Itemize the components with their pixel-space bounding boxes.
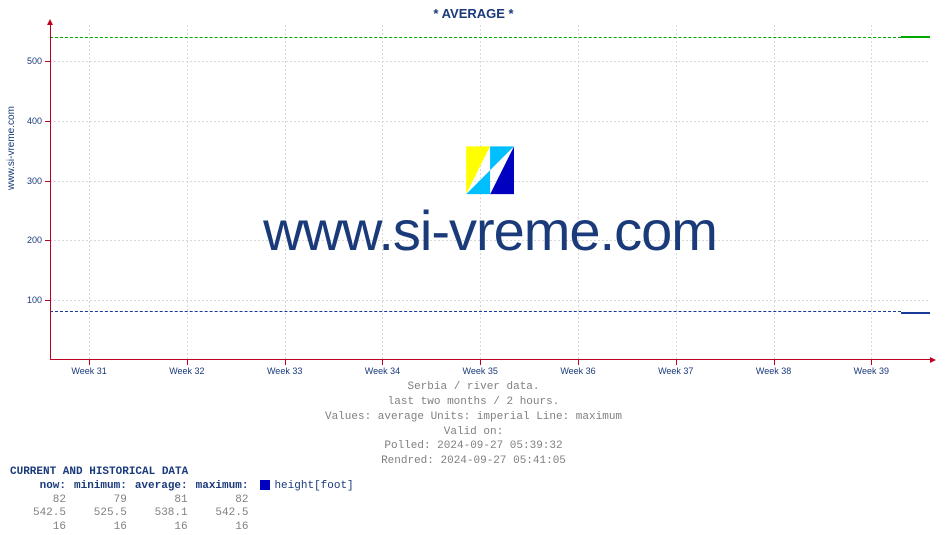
gridline-v (480, 25, 481, 360)
gridline-h (50, 240, 930, 241)
table-cell: 538.1 (131, 507, 192, 521)
x-tick (871, 360, 872, 365)
y-axis-arrow-icon (47, 19, 53, 25)
table-header-row: now: minimum: average: maximum: height[f… (10, 480, 358, 494)
gridline-v (382, 25, 383, 360)
x-tick-label: Week 37 (658, 366, 693, 376)
table-cell: 82 (10, 494, 70, 508)
x-tick-label: Week 33 (267, 366, 302, 376)
series-green-solid-solid (901, 36, 930, 38)
series-unit: height[foot] (274, 480, 353, 492)
table-cell: 542.5 (192, 507, 253, 521)
x-tick (382, 360, 383, 365)
x-tick (89, 360, 90, 365)
col-head-avg: average: (131, 480, 192, 494)
gridline-h (50, 121, 930, 122)
x-tick (676, 360, 677, 365)
plot-area: 100200300400500Week 31Week 32Week 33Week… (50, 25, 930, 360)
gridline-h (50, 181, 930, 182)
y-tick-label: 100 (27, 295, 42, 305)
x-tick-label: Week 35 (463, 366, 498, 376)
gridline-v (871, 25, 872, 360)
y-axis-side-label: www.si-vreme.com (6, 106, 17, 190)
table-cell: 525.5 (70, 507, 131, 521)
series-blue-solid-solid (901, 312, 930, 314)
x-tick-label: Week 39 (854, 366, 889, 376)
y-tick-label: 400 (27, 116, 42, 126)
x-tick (480, 360, 481, 365)
table-cell: 16 (70, 521, 131, 535)
table-cell: 79 (70, 494, 131, 508)
series-green-dashed (50, 37, 901, 38)
gridline-v (774, 25, 775, 360)
table-cell: 16 (192, 521, 253, 535)
table-cell: 542.5 (10, 507, 70, 521)
data-table: now: minimum: average: maximum: height[f… (10, 480, 358, 535)
x-axis-arrow-icon (930, 357, 936, 363)
gridline-h (50, 300, 930, 301)
x-tick-label: Week 31 (71, 366, 106, 376)
caption-line: Values: average Units: imperial Line: ma… (0, 410, 947, 425)
gridline-h (50, 61, 930, 62)
x-tick-label: Week 38 (756, 366, 791, 376)
caption-line: Valid on: (0, 425, 947, 440)
x-axis-line (50, 359, 930, 360)
x-tick-label: Week 32 (169, 366, 204, 376)
caption-line: Polled: 2024-09-27 05:39:32 (0, 439, 947, 454)
plot-background (50, 25, 930, 360)
x-tick (774, 360, 775, 365)
gridline-v (187, 25, 188, 360)
series-label-cell: height[foot] (252, 480, 357, 494)
y-tick-label: 200 (27, 235, 42, 245)
col-head-now: now: (10, 480, 70, 494)
table-row: 82798182 (10, 494, 358, 508)
caption-line: Serbia / river data. (0, 380, 947, 395)
table-row: 16161616 (10, 521, 358, 535)
y-tick-label: 300 (27, 176, 42, 186)
gridline-v (285, 25, 286, 360)
legend-swatch-icon (260, 480, 270, 490)
series-name-cell (252, 494, 357, 508)
x-tick-label: Week 36 (560, 366, 595, 376)
table-cell: 82 (192, 494, 253, 508)
gridline-v (89, 25, 90, 360)
data-section: CURRENT AND HISTORICAL DATA now: minimum… (10, 466, 358, 535)
table-cell: 16 (10, 521, 70, 535)
x-tick (187, 360, 188, 365)
x-tick-label: Week 34 (365, 366, 400, 376)
chart-title: * AVERAGE * (0, 6, 947, 21)
table-cell: 16 (131, 521, 192, 535)
col-head-min: minimum: (70, 480, 131, 494)
table-cell: 81 (131, 494, 192, 508)
x-tick (578, 360, 579, 365)
gridline-v (578, 25, 579, 360)
caption-line: last two months / 2 hours. (0, 395, 947, 410)
series-blue-dashed (50, 311, 901, 312)
y-axis-line (50, 25, 51, 360)
gridline-v (676, 25, 677, 360)
table-row: 542.5525.5538.1542.5 (10, 507, 358, 521)
data-heading: CURRENT AND HISTORICAL DATA (10, 466, 358, 480)
y-tick-label: 500 (27, 56, 42, 66)
x-tick (285, 360, 286, 365)
col-head-max: maximum: (192, 480, 253, 494)
caption-block: Serbia / river data. last two months / 2… (0, 380, 947, 469)
